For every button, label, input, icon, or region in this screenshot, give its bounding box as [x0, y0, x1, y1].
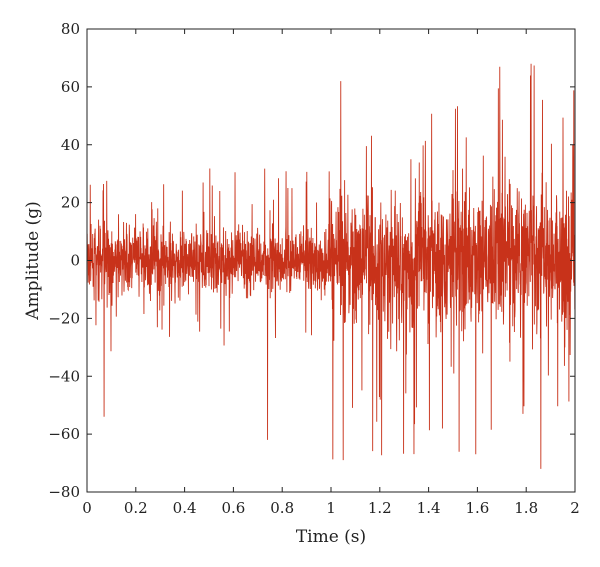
y-tick-label: 20: [61, 194, 80, 212]
y-tick-label: 40: [61, 136, 80, 154]
x-tick-label: 0.6: [221, 499, 245, 517]
x-axis-label: Time (s): [296, 527, 366, 547]
x-tick-label: 0.2: [124, 499, 148, 517]
series-line: [86, 63, 576, 469]
y-axis: −80 −60 −40 −20 0 20 40 60 80: [48, 20, 575, 501]
y-tick-label: −20: [48, 309, 80, 327]
x-tick-label: 1: [326, 499, 336, 517]
x-tick-label: 0: [82, 499, 92, 517]
y-tick-label: 0: [70, 252, 80, 270]
x-tick-label: 1.4: [417, 499, 441, 517]
y-tick-label: −60: [48, 425, 80, 443]
y-tick-label: −40: [48, 367, 80, 385]
x-tick-label: 1.8: [514, 499, 538, 517]
signal-trace: [86, 63, 576, 469]
y-tick-label: −80: [48, 483, 80, 501]
x-tick-label: 0.4: [173, 499, 197, 517]
y-tick-label: 60: [61, 78, 80, 96]
y-tick-label: 80: [61, 20, 80, 38]
x-tick-label: 0.8: [270, 499, 294, 517]
x-tick-label: 2: [570, 499, 580, 517]
y-axis-label: Amplitude (g): [23, 201, 43, 320]
x-tick-label: 1.2: [368, 499, 392, 517]
x-axis: 0 0.2 0.4 0.6 0.8 1 1.2 1.4 1.6 1.8 2: [82, 29, 580, 517]
x-tick-label: 1.6: [465, 499, 489, 517]
